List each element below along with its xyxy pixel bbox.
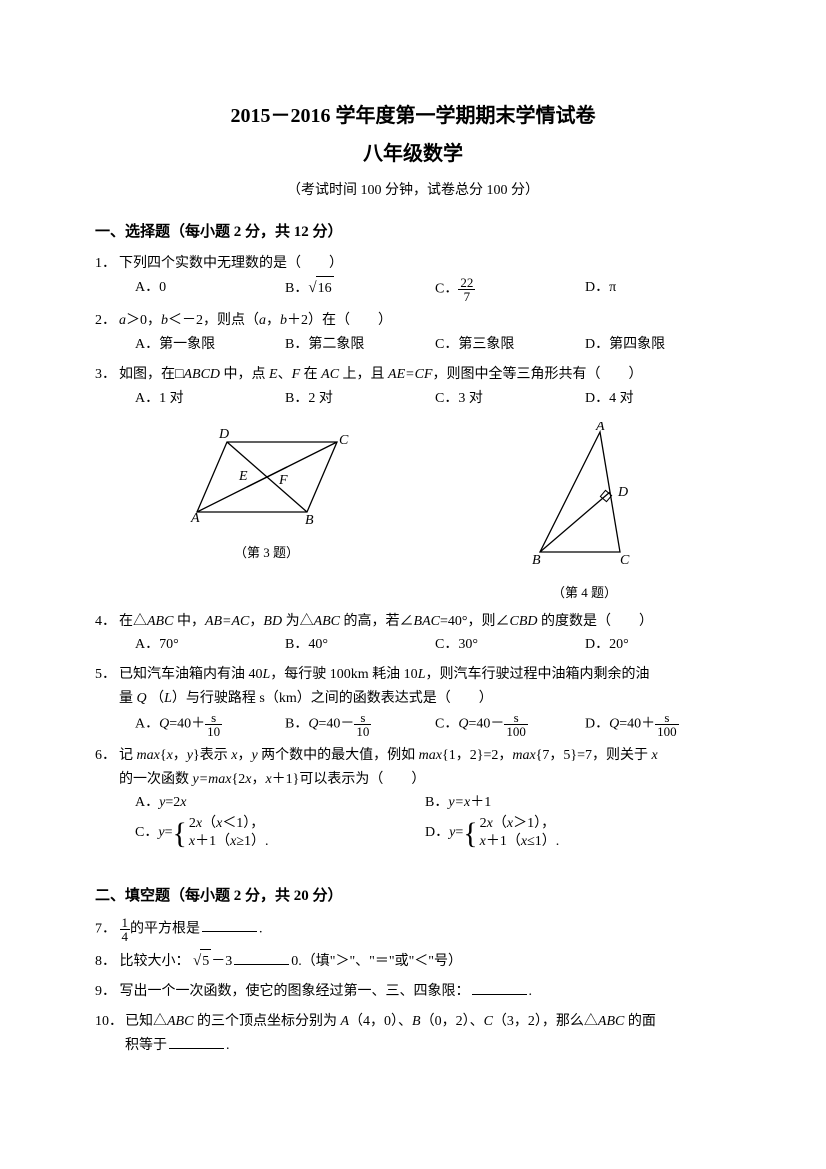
diagram-4-caption: （第 4 题） (510, 583, 660, 604)
q8-prefix: 比较大小： (120, 954, 190, 969)
q3-option-a: A．1 对 (135, 387, 285, 411)
d3-label-a: A (190, 511, 200, 526)
question-5: 5． 已知汽车油箱内有油 40L，每行驶 100km 耗油 10L，则汽车行驶过… (95, 663, 731, 738)
d4-label-b: B (532, 553, 541, 568)
q6-option-b: B．y=x＋1 (425, 791, 715, 815)
diagrams-row: A B C D E F （第 3 题） A B C D （第 4 题） (95, 422, 731, 603)
q4-option-b: B．40° (285, 633, 435, 657)
question-8: 8． 比较大小： √5－30.（填"＞"、"＝"或"＜"号） (95, 949, 731, 975)
exam-info: （考试时间 100 分钟，试卷总分 100 分） (95, 180, 731, 202)
page-title: 2015－2016 学年度第一学期期末学情试卷 (95, 100, 731, 132)
q2-number: 2． (95, 309, 119, 333)
page-subtitle: 八年级数学 (95, 138, 731, 170)
q1-text: 下列四个实数中无理数的是（ ） (119, 252, 343, 276)
q5-option-c: C．Q=40－s100 (435, 711, 585, 738)
q5-option-b: B．Q=40－s10 (285, 711, 435, 738)
q5-text-2: 量 Q （L）与行驶路程 s（km）之间的函数表达式是（ ） (119, 687, 731, 711)
q2-option-d: D．第四象限 (585, 333, 705, 357)
d4-label-d: D (617, 485, 628, 500)
q10-blank (169, 1035, 224, 1049)
q7-number: 7． (95, 921, 116, 936)
q3-option-b: B．2 对 (285, 387, 435, 411)
q8-suffix: 0.（填"＞"、"＝"或"＜"号） (291, 954, 462, 969)
d3-label-b: B (305, 513, 314, 528)
q7-blank (202, 918, 257, 932)
diagram-3-caption: （第 3 题） (167, 543, 367, 564)
q9-text: 写出一个一次函数，使它的图象经过第一、三、四象限： (120, 984, 470, 999)
d3-label-c: C (339, 433, 349, 448)
q3-text: 如图，在□ABCD 中，点 E、F 在 AC 上，且 AE=CF，则图中全等三角… (119, 363, 643, 387)
q2-text: a＞0，b＜－2，则点（a，b＋2）在（ ） (119, 309, 392, 333)
q5-number: 5． (95, 663, 119, 687)
question-10: 10． 已知△ABC 的三个顶点坐标分别为 A（4，0）、B（0，2）、C（3，… (95, 1010, 731, 1058)
q1-option-d: D．π (585, 276, 705, 303)
question-7: 7． 14的平方根是. (95, 916, 731, 943)
q10-number: 10． (95, 1010, 125, 1034)
q1-number: 1． (95, 252, 119, 276)
question-6: 6． 记 max{x，y}表示 x，y 两个数中的最大值，例如 max{1，2}… (95, 744, 731, 852)
d4-label-c: C (620, 553, 630, 568)
q10-text-2: 积等于. (125, 1034, 731, 1058)
d4-label-a: A (595, 422, 605, 434)
q6-option-a: A．y=2x (135, 791, 425, 815)
q9-blank (472, 981, 527, 995)
q3-number: 3． (95, 363, 119, 387)
question-4: 4． 在△ABC 中，AB=AC，BD 为△ABC 的高，若∠BAC=40°，则… (95, 610, 731, 658)
q5-option-d: D．Q=40＋s100 (585, 711, 705, 738)
section-1-header: 一、选择题（每小题 2 分，共 12 分） (95, 220, 731, 244)
q5-text-1: 已知汽车油箱内有油 40L，每行驶 100km 耗油 10L，则汽车行驶过程中油… (119, 663, 649, 687)
question-1: 1． 下列四个实数中无理数的是（ ） A．0 B．√16 C．227 D．π (95, 252, 731, 303)
q2-option-a: A．第一象限 (135, 333, 285, 357)
q8-number: 8． (95, 954, 116, 969)
q6-number: 6． (95, 744, 119, 768)
d3-label-d: D (218, 427, 229, 442)
d3-label-f: F (278, 473, 288, 488)
question-3: 3． 如图，在□ABCD 中，点 E、F 在 AC 上，且 AE=CF，则图中全… (95, 363, 731, 411)
q4-option-c: C．30° (435, 633, 585, 657)
q1-option-a: A．0 (135, 276, 285, 303)
q3-option-c: C．3 对 (435, 387, 585, 411)
q6-option-d: D．y= { 2x（x＞1）， x＋1（x≤1）. (425, 815, 715, 851)
q1-option-c: C．227 (435, 276, 585, 303)
q4-option-a: A．70° (135, 633, 285, 657)
q10-text-1: 已知△ABC 的三个顶点坐标分别为 A（4，0）、B（0，2）、C（3，2），那… (125, 1010, 656, 1034)
q6-text-2: 的一次函数 y=max{2x，x＋1}可以表示为（ ） (119, 768, 731, 792)
diagram-3: A B C D E F （第 3 题） (167, 422, 367, 603)
question-9: 9． 写出一个一次函数，使它的图象经过第一、三、四象限：. (95, 980, 731, 1004)
question-2: 2． a＞0，b＜－2，则点（a，b＋2）在（ ） A．第一象限 B．第二象限 … (95, 309, 731, 357)
q6-option-c: C．y= { 2x（x＜1）， x＋1（x≥1）. (135, 815, 425, 851)
d3-label-e: E (238, 469, 248, 484)
q5-option-a: A．Q=40＋s10 (135, 711, 285, 738)
q1-option-b: B．√16 (285, 276, 435, 303)
diagram-4: A B C D （第 4 题） (510, 422, 660, 603)
q9-number: 9． (95, 984, 116, 999)
q2-option-b: B．第二象限 (285, 333, 435, 357)
q8-blank (234, 951, 289, 965)
q4-text: 在△ABC 中，AB=AC，BD 为△ABC 的高，若∠BAC=40°，则∠CB… (119, 610, 653, 634)
q7-text: 的平方根是 (130, 921, 200, 936)
q4-number: 4． (95, 610, 119, 634)
q2-option-c: C．第三象限 (435, 333, 585, 357)
q3-option-d: D．4 对 (585, 387, 705, 411)
section-2-header: 二、填空题（每小题 2 分，共 20 分） (95, 884, 731, 908)
q6-text-1: 记 max{x，y}表示 x，y 两个数中的最大值，例如 max{1，2}=2，… (119, 744, 658, 768)
q4-option-d: D．20° (585, 633, 705, 657)
